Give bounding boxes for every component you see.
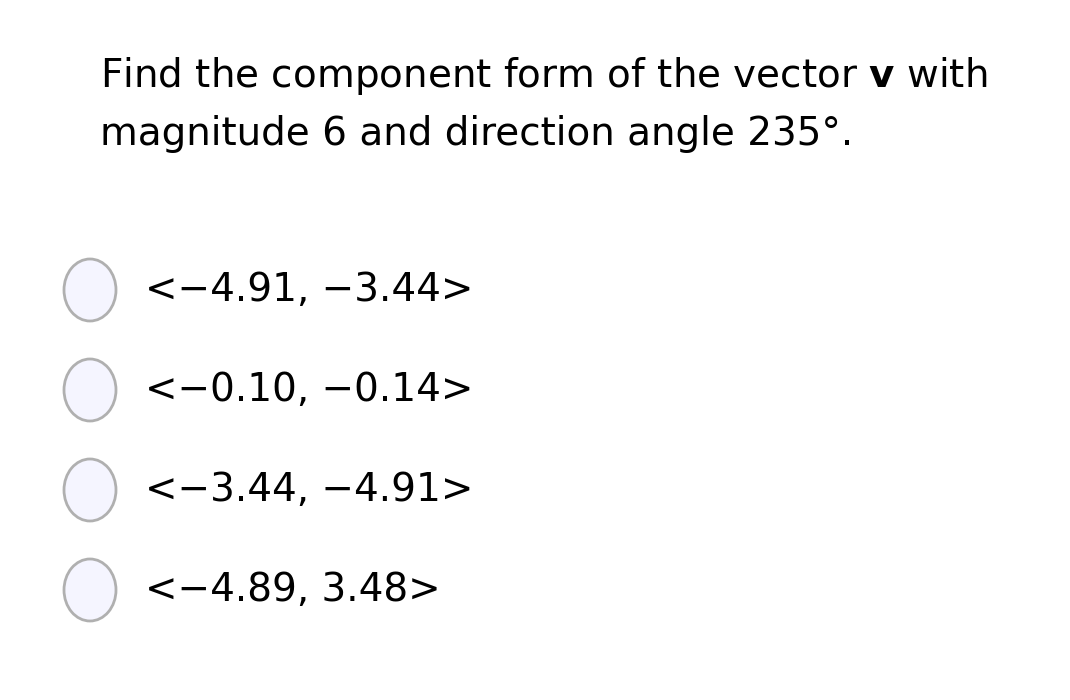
Ellipse shape bbox=[64, 459, 116, 521]
Text: <−3.44, −4.91>: <−3.44, −4.91> bbox=[146, 471, 473, 509]
Ellipse shape bbox=[64, 359, 116, 421]
Text: <−4.91, −3.44>: <−4.91, −3.44> bbox=[146, 271, 473, 309]
Text: magnitude 6 and direction angle 235°.: magnitude 6 and direction angle 235°. bbox=[100, 115, 853, 153]
Ellipse shape bbox=[64, 559, 116, 621]
Text: <−0.10, −0.14>: <−0.10, −0.14> bbox=[146, 371, 473, 409]
Text: Find the component form of the vector $\mathbf{v}$ with: Find the component form of the vector $\… bbox=[100, 55, 988, 97]
Text: <−4.89, 3.48>: <−4.89, 3.48> bbox=[146, 571, 441, 609]
Ellipse shape bbox=[64, 259, 116, 321]
